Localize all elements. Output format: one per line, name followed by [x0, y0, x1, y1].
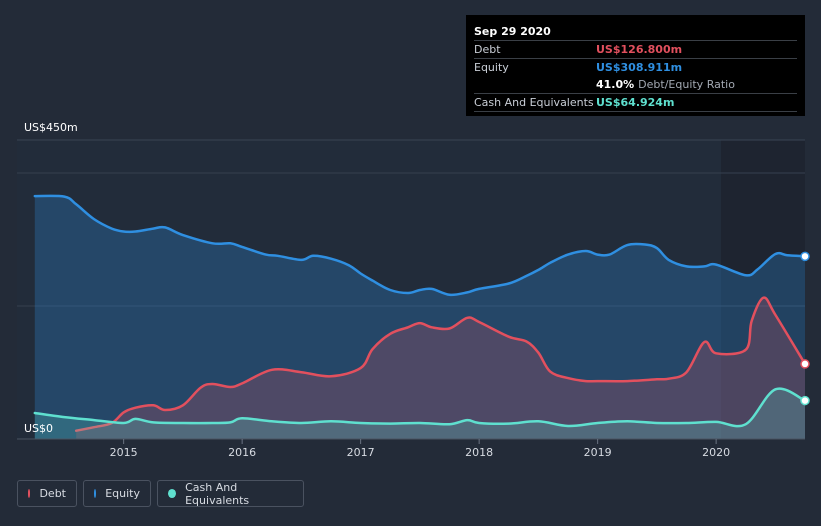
legend-debt[interactable]: Debt [17, 480, 77, 507]
plot-background-past [17, 140, 721, 439]
equity-line [33, 194, 805, 297]
debt-dot-icon [28, 489, 31, 498]
x-tick-label: 2016 [228, 446, 256, 459]
tooltip-date: Sep 29 2020 [474, 25, 551, 38]
tooltip-row-equity: Equity US$308.911m [474, 58, 797, 76]
plot-background-recent [721, 140, 805, 439]
cash-dot-icon [168, 489, 177, 498]
x-tick-label: 2015 [110, 446, 138, 459]
data-tooltip: Sep 29 2020 Debt US$126.800m Equity US$3… [466, 15, 805, 116]
tooltip-row-ratio: 41.0% Debt/Equity Ratio [474, 76, 797, 93]
tooltip-equity-value: US$308.911m [596, 61, 683, 74]
equity-endpoint[interactable] [800, 251, 810, 262]
tooltip-debt-label: Debt [474, 43, 501, 56]
tooltip-ratio-caption: Debt/Equity Ratio [638, 78, 735, 91]
tooltip-cash-value: US$64.924m [596, 96, 675, 109]
x-axis-ticks: 2015 2016 2017 2018 2019 2020 [17, 438, 805, 459]
tooltip-cash-label: Cash And Equivalents [474, 96, 594, 109]
legend-cash[interactable]: Cash And Equivalents [157, 480, 304, 507]
cash-and-equivalents-line [33, 387, 805, 428]
equity-area [34, 195, 805, 439]
cash-and-equivalents-endpoint[interactable] [800, 395, 810, 406]
equity-dot-icon [94, 489, 97, 498]
x-tick-label: 2019 [584, 446, 612, 459]
tooltip-row-debt: Debt US$126.800m [474, 40, 797, 58]
x-tick-label: 2018 [465, 446, 493, 459]
tooltip-ratio-value: 41.0% [596, 78, 635, 91]
cash-and-equivalents-area [34, 388, 805, 439]
tooltip-debt-value: US$126.800m [596, 43, 683, 56]
debt-area [76, 297, 805, 439]
legend-debt-label: Debt [39, 487, 66, 500]
tooltip-row-cash: Cash And Equivalents US$64.924m [474, 93, 797, 112]
debt-line [74, 296, 805, 432]
tooltip-equity-label: Equity [474, 61, 509, 74]
y-axis-top-label: US$450m [24, 121, 78, 134]
series-endpoints [800, 251, 810, 406]
x-tick-label: 2020 [702, 446, 730, 459]
legend-equity-label: Equity [105, 487, 140, 500]
y-axis-bottom-label: US$0 [24, 422, 53, 435]
legend-equity[interactable]: Equity [83, 480, 151, 507]
legend-cash-label: Cash And Equivalents [185, 480, 250, 507]
series-layer [33, 194, 805, 439]
x-tick-label: 2017 [347, 446, 375, 459]
debt-endpoint[interactable] [800, 359, 810, 369]
